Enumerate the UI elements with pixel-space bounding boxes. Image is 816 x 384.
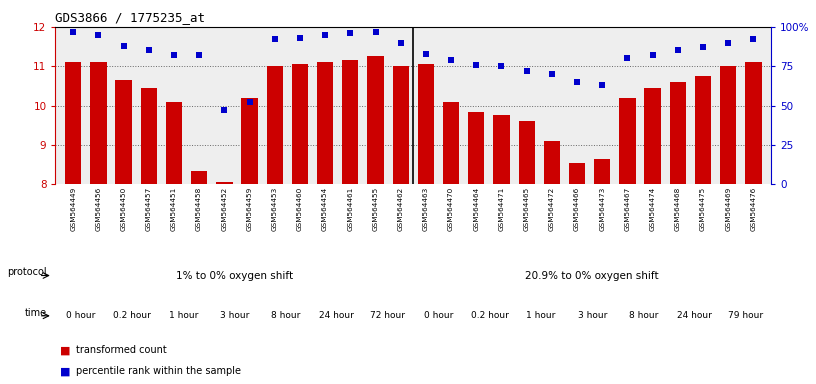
Point bbox=[545, 71, 558, 77]
Text: ■: ■ bbox=[60, 366, 70, 376]
Bar bbox=[216, 182, 233, 184]
Bar bbox=[418, 64, 434, 184]
Point bbox=[117, 43, 130, 49]
Text: 1 hour: 1 hour bbox=[169, 311, 198, 320]
Point bbox=[570, 79, 583, 85]
Point bbox=[520, 68, 533, 74]
Text: percentile rank within the sample: percentile rank within the sample bbox=[76, 366, 241, 376]
Text: 72 hour: 72 hour bbox=[370, 311, 406, 320]
Bar bbox=[292, 64, 308, 184]
Bar bbox=[367, 56, 384, 184]
Bar bbox=[115, 80, 131, 184]
Bar bbox=[494, 116, 510, 184]
Text: 1% to 0% oxygen shift: 1% to 0% oxygen shift bbox=[175, 270, 293, 281]
Point bbox=[621, 55, 634, 61]
Point bbox=[142, 47, 155, 53]
Bar bbox=[518, 121, 534, 184]
Point bbox=[596, 82, 609, 88]
Point bbox=[470, 61, 483, 68]
Point bbox=[344, 30, 357, 36]
Text: 0.2 hour: 0.2 hour bbox=[113, 311, 151, 320]
Point bbox=[394, 40, 407, 46]
Text: 0.2 hour: 0.2 hour bbox=[471, 311, 509, 320]
Text: 3 hour: 3 hour bbox=[220, 311, 249, 320]
Text: 8 hour: 8 hour bbox=[271, 311, 300, 320]
Text: transformed count: transformed count bbox=[76, 345, 166, 355]
Bar bbox=[392, 66, 409, 184]
Point bbox=[419, 51, 432, 57]
Text: 0 hour: 0 hour bbox=[424, 311, 454, 320]
Text: GDS3866 / 1775235_at: GDS3866 / 1775235_at bbox=[55, 12, 206, 25]
Bar bbox=[645, 88, 661, 184]
Text: 3 hour: 3 hour bbox=[578, 311, 607, 320]
Point bbox=[294, 35, 307, 41]
Bar bbox=[90, 62, 107, 184]
Point bbox=[318, 31, 331, 38]
Bar bbox=[166, 102, 182, 184]
Bar bbox=[745, 62, 761, 184]
Point bbox=[646, 52, 659, 58]
Bar bbox=[317, 62, 333, 184]
Point bbox=[218, 107, 231, 113]
Text: 8 hour: 8 hour bbox=[628, 311, 658, 320]
Bar bbox=[670, 82, 686, 184]
Point bbox=[167, 52, 180, 58]
Text: ■: ■ bbox=[60, 345, 70, 355]
Text: time: time bbox=[25, 308, 47, 318]
Point bbox=[697, 44, 710, 50]
Point bbox=[722, 40, 735, 46]
Bar bbox=[569, 163, 585, 184]
Text: 79 hour: 79 hour bbox=[728, 311, 763, 320]
Bar bbox=[594, 159, 610, 184]
Bar bbox=[242, 98, 258, 184]
Bar bbox=[619, 98, 636, 184]
Point bbox=[268, 36, 282, 43]
Bar bbox=[720, 66, 737, 184]
Point bbox=[369, 28, 382, 35]
Bar bbox=[342, 60, 358, 184]
Bar bbox=[267, 66, 283, 184]
Bar bbox=[191, 170, 207, 184]
Point bbox=[747, 36, 760, 43]
Bar bbox=[443, 102, 459, 184]
Bar bbox=[140, 88, 157, 184]
Bar bbox=[65, 62, 82, 184]
Point bbox=[495, 63, 508, 70]
Text: 20.9% to 0% oxygen shift: 20.9% to 0% oxygen shift bbox=[526, 270, 659, 281]
Point bbox=[445, 57, 458, 63]
Text: 1 hour: 1 hour bbox=[526, 311, 556, 320]
Text: 24 hour: 24 hour bbox=[319, 311, 354, 320]
Point bbox=[67, 28, 80, 35]
Point bbox=[672, 47, 685, 53]
Text: 24 hour: 24 hour bbox=[677, 311, 712, 320]
Text: protocol: protocol bbox=[7, 267, 47, 277]
Bar bbox=[543, 141, 560, 184]
Bar bbox=[468, 111, 485, 184]
Text: 0 hour: 0 hour bbox=[66, 311, 95, 320]
Bar bbox=[695, 76, 712, 184]
Point bbox=[243, 99, 256, 106]
Point bbox=[91, 31, 104, 38]
Point bbox=[193, 52, 206, 58]
